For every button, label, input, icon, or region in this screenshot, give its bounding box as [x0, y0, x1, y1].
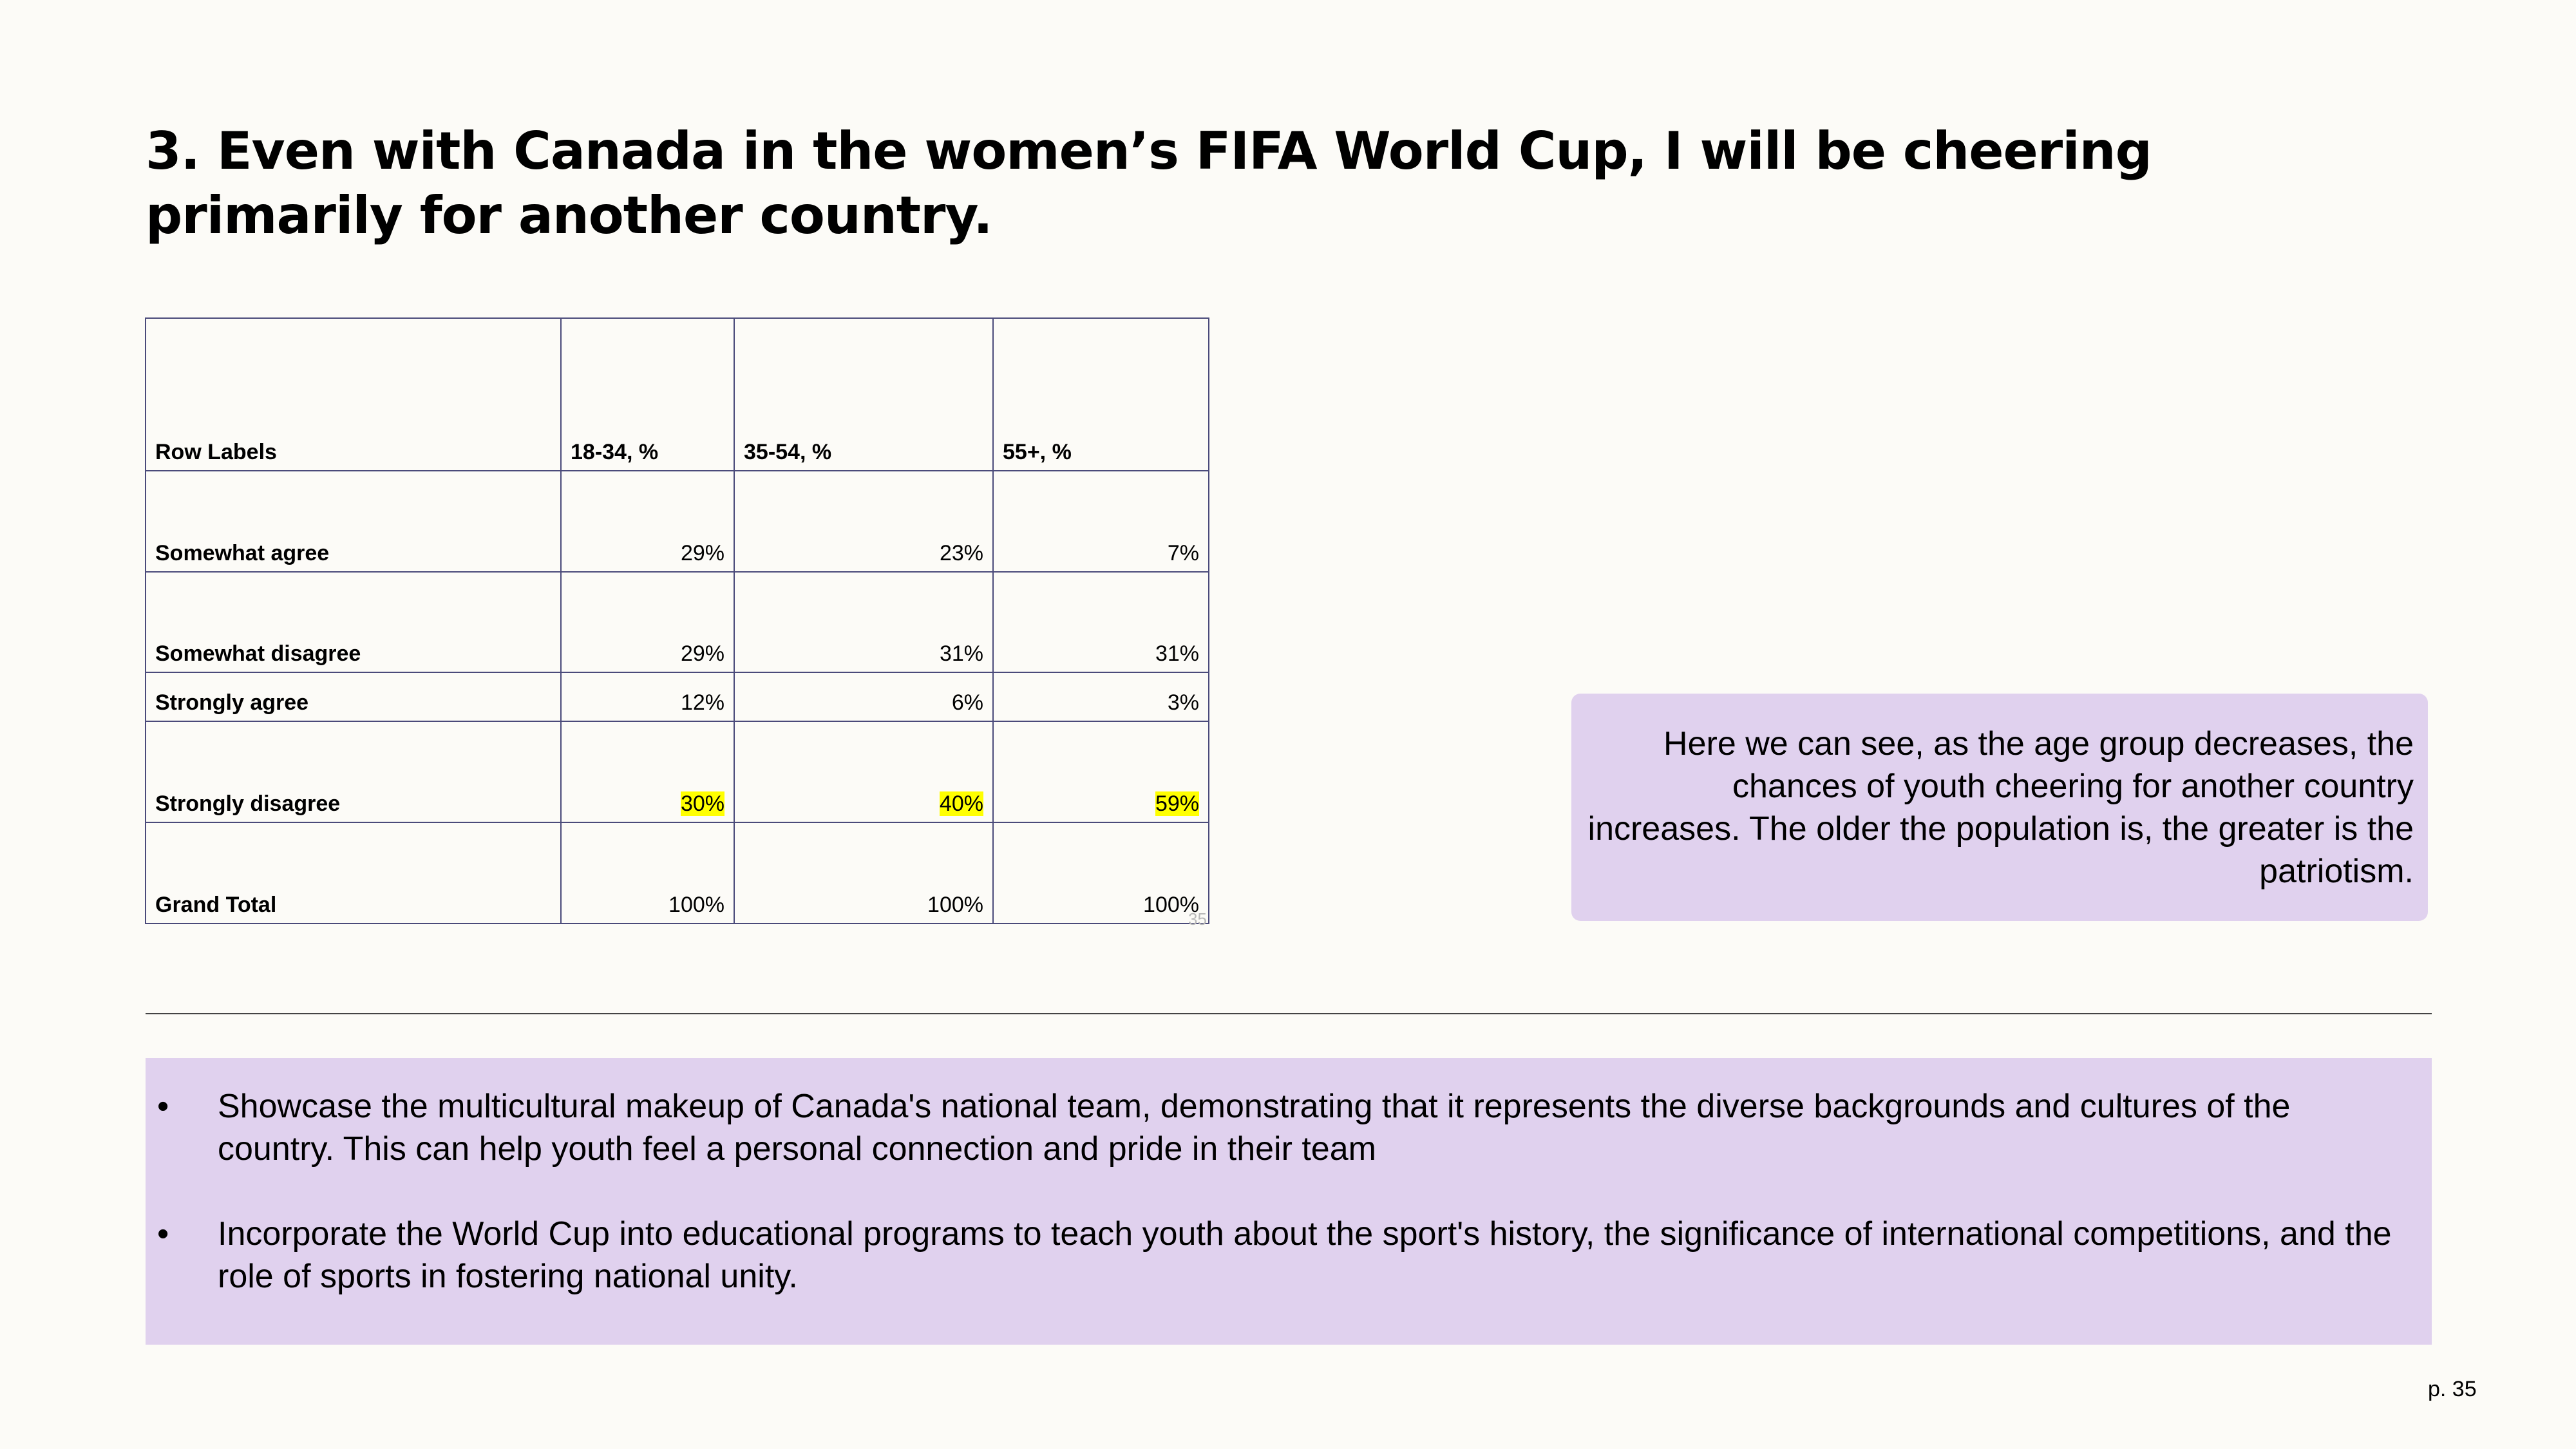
- column-header: 35-54, %: [734, 317, 994, 471]
- recommendation-text: Showcase the multicultural makeup of Can…: [218, 1088, 2291, 1168]
- row-label: Strongly disagree: [145, 721, 562, 823]
- table-cell: 31%: [734, 571, 994, 673]
- table-row: Somewhat disagree 29% 31% 31%: [145, 571, 1209, 673]
- list-item: • Incorporate the World Cup into educati…: [157, 1213, 2393, 1298]
- bullet-icon: •: [157, 1088, 169, 1125]
- slide-title: 3. Even with Canada in the women’s FIFA …: [146, 121, 2152, 245]
- recommendation-text: Incorporate the World Cup into education…: [218, 1215, 2392, 1295]
- column-header: 18-34, %: [560, 317, 735, 471]
- table-cell: 40%: [734, 721, 994, 823]
- table-cell: 29%: [560, 470, 735, 573]
- highlighted-value: 59%: [1155, 791, 1199, 816]
- column-header: 55+, %: [992, 317, 1209, 471]
- insight-text: Here we can see, as the age group decrea…: [1587, 724, 2414, 890]
- highlighted-value: 40%: [939, 791, 983, 816]
- table-cell: 100%: [734, 822, 994, 924]
- table-row: Somewhat agree 29% 23% 7%: [145, 470, 1209, 573]
- row-label: Grand Total: [145, 822, 562, 924]
- bullet-icon: •: [157, 1215, 169, 1253]
- table-cell: 23%: [734, 470, 994, 573]
- table-cell: 7%: [992, 470, 1209, 573]
- column-header: Row Labels: [145, 317, 562, 471]
- table-header-row: Row Labels 18-34, % 35-54, % 55+, %: [145, 317, 1209, 471]
- table-cell: 3%: [992, 672, 1209, 722]
- list-item: • Showcase the multicultural makeup of C…: [157, 1085, 2393, 1170]
- recommendations-box: • Showcase the multicultural makeup of C…: [146, 1058, 2432, 1345]
- divider: [146, 1013, 2432, 1014]
- recommendations-list: • Showcase the multicultural makeup of C…: [157, 1085, 2393, 1298]
- table-row-total: Grand Total 100% 100% 100%: [145, 822, 1209, 924]
- page-number: p. 35: [2428, 1377, 2477, 1401]
- row-label: Strongly agree: [145, 672, 562, 722]
- table-cell: 31%: [992, 571, 1209, 673]
- ghost-page-number: 35: [1188, 909, 1207, 929]
- table-cell: 30%: [560, 721, 735, 823]
- table-cell: 100%: [992, 822, 1209, 924]
- table-cell: 100%: [560, 822, 735, 924]
- table-row: Strongly disagree 30% 40% 59%: [145, 721, 1209, 823]
- table-cell: 6%: [734, 672, 994, 722]
- table-cell: 12%: [560, 672, 735, 722]
- highlighted-value: 30%: [680, 791, 724, 816]
- row-label: Somewhat disagree: [145, 571, 562, 673]
- row-label: Somewhat agree: [145, 470, 562, 573]
- survey-results-table: Row Labels 18-34, % 35-54, % 55+, % Some…: [145, 317, 1209, 924]
- table-cell: 29%: [560, 571, 735, 673]
- table-row: Strongly agree 12% 6% 3%: [145, 672, 1209, 722]
- insight-callout: Here we can see, as the age group decrea…: [1571, 694, 2428, 921]
- table-cell: 59%: [992, 721, 1209, 823]
